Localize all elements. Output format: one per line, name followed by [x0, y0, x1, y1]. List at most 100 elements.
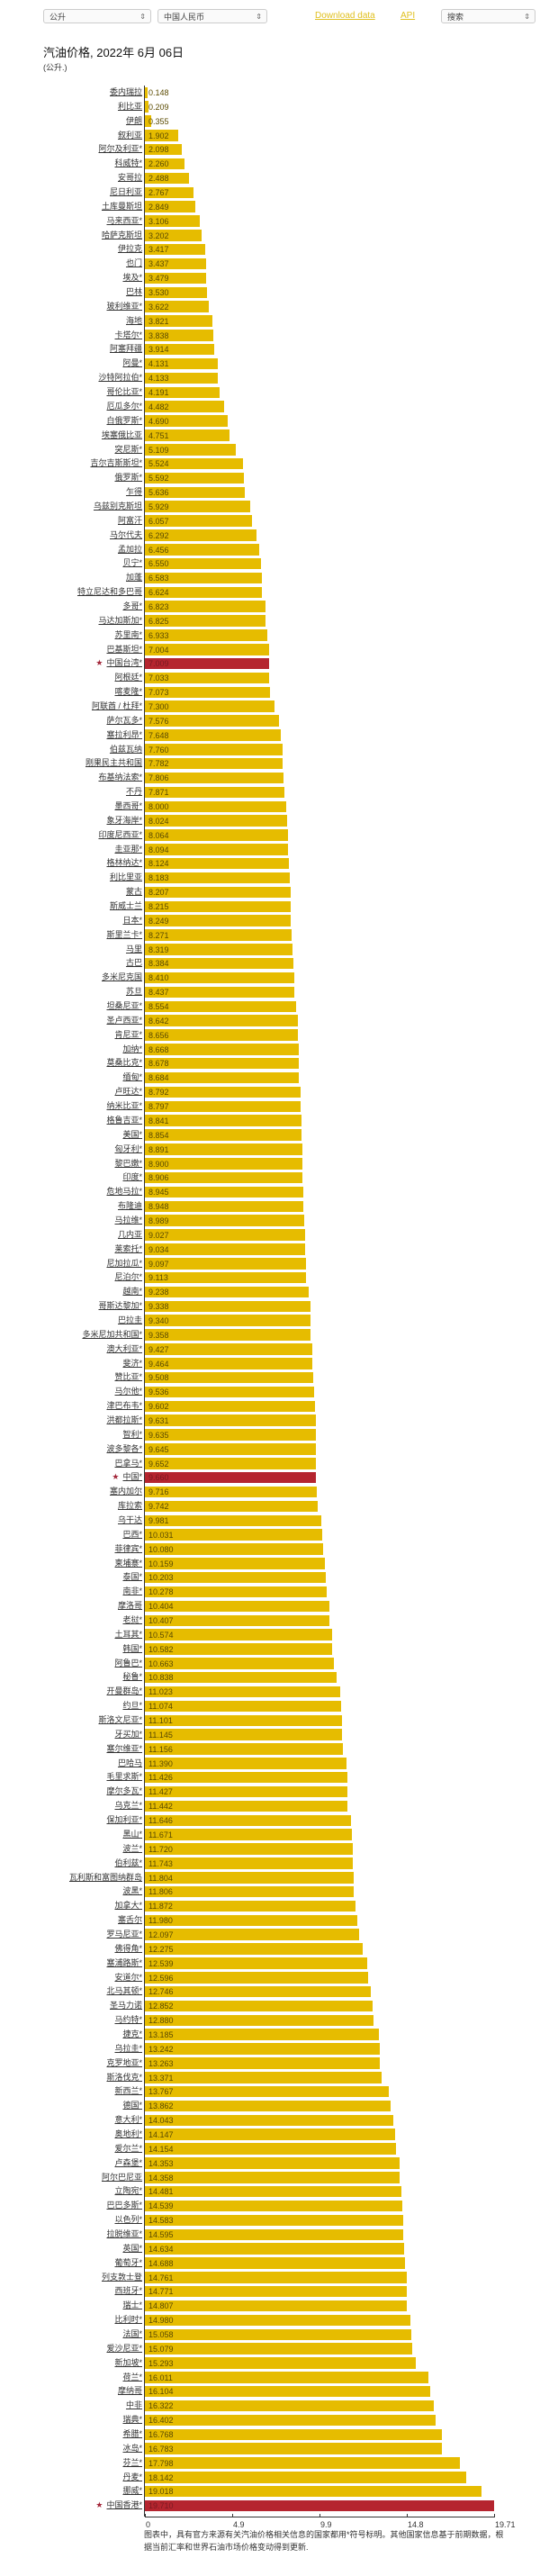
- country-link[interactable]: 捷克*: [122, 2029, 142, 2040]
- bar[interactable]: [145, 2172, 400, 2183]
- bar[interactable]: [145, 2185, 402, 2198]
- bar[interactable]: [145, 429, 230, 441]
- country-link[interactable]: 肯尼亚*: [114, 1029, 142, 1041]
- bar[interactable]: [145, 272, 207, 285]
- bar[interactable]: [145, 957, 294, 970]
- bar[interactable]: [145, 2343, 412, 2355]
- country-link[interactable]: 南非*: [122, 1586, 142, 1597]
- bar[interactable]: [145, 629, 268, 641]
- country-link[interactable]: 中非: [126, 2400, 142, 2411]
- bar[interactable]: [145, 2114, 394, 2127]
- country-link[interactable]: 巴拉圭: [118, 1315, 142, 1326]
- bar[interactable]: [145, 1057, 299, 1070]
- bar[interactable]: [145, 644, 269, 655]
- bar[interactable]: [145, 2300, 408, 2312]
- country-link[interactable]: 黎巴嫩*: [114, 1158, 142, 1170]
- bar[interactable]: [145, 2472, 467, 2483]
- bar[interactable]: [145, 143, 183, 156]
- bar[interactable]: [145, 586, 263, 599]
- country-link[interactable]: 马达加斯加*: [98, 615, 142, 627]
- country-link[interactable]: ★ 中国香港*: [95, 2499, 142, 2511]
- country-link[interactable]: 黑山*: [122, 1829, 142, 1840]
- country-link[interactable]: 韩国*: [122, 1643, 142, 1655]
- country-link[interactable]: 塞内加尔: [110, 1486, 142, 1497]
- bar[interactable]: [145, 1258, 307, 1270]
- bar[interactable]: [145, 815, 287, 827]
- country-link[interactable]: 摩洛哥: [118, 1600, 142, 1612]
- country-link[interactable]: ★ 中国台湾*: [95, 657, 142, 669]
- country-link[interactable]: 爱沙尼亚*: [106, 2343, 142, 2355]
- bar[interactable]: [145, 343, 215, 356]
- bar[interactable]: [145, 1215, 304, 1226]
- country-link[interactable]: 圣马力诺: [110, 2000, 142, 2011]
- bar[interactable]: [145, 786, 284, 799]
- bar[interactable]: [145, 1343, 312, 1355]
- bar[interactable]: [145, 1857, 354, 1869]
- bar[interactable]: [145, 2243, 405, 2255]
- bar[interactable]: [145, 315, 213, 327]
- bar[interactable]: [145, 2257, 406, 2269]
- country-link[interactable]: 突尼斯*: [114, 444, 142, 456]
- country-link[interactable]: 奥地利*: [114, 2129, 142, 2140]
- bar[interactable]: [145, 1044, 299, 1055]
- bar[interactable]: [145, 1086, 302, 1098]
- country-link[interactable]: 马尔代夫: [110, 529, 142, 541]
- country-link[interactable]: 圣卢西亚*: [106, 1015, 142, 1026]
- bar[interactable]: [145, 357, 219, 370]
- bar[interactable]: [145, 1514, 322, 1526]
- country-link[interactable]: 库拉索: [118, 1500, 142, 1512]
- bar[interactable]: [145, 1115, 302, 1126]
- unit-select[interactable]: 公升 ⇕: [43, 9, 151, 23]
- country-link[interactable]: 不丹: [126, 786, 142, 798]
- bar[interactable]: [145, 2457, 461, 2469]
- download-data-link[interactable]: Download data: [315, 11, 375, 21]
- country-link[interactable]: 伊拉克: [118, 243, 142, 255]
- bar[interactable]: [145, 2143, 396, 2155]
- country-link[interactable]: 乌兹别克斯坦: [94, 501, 142, 512]
- country-link[interactable]: 佛得角*: [114, 1943, 142, 1955]
- country-link[interactable]: 阿根廷*: [114, 672, 142, 683]
- bar[interactable]: [145, 1171, 303, 1184]
- bar[interactable]: [145, 2129, 396, 2140]
- country-link[interactable]: 秘鲁*: [122, 1671, 142, 1683]
- country-link[interactable]: 爱尔兰*: [114, 2143, 142, 2155]
- country-link[interactable]: 多米尼加共和国*: [82, 1329, 142, 1341]
- country-link[interactable]: 斯洛文尼亚*: [98, 1714, 142, 1726]
- country-link[interactable]: 危地马拉*: [106, 1186, 142, 1198]
- bar[interactable]: [145, 944, 292, 955]
- bar[interactable]: [145, 1386, 314, 1398]
- bar[interactable]: [145, 172, 189, 185]
- country-link[interactable]: 马约特*: [114, 2014, 142, 2026]
- bar[interactable]: [145, 900, 291, 913]
- bar[interactable]: [145, 201, 196, 212]
- country-link[interactable]: 贝宁*: [122, 557, 142, 569]
- country-link[interactable]: 玻利维亚*: [106, 301, 142, 312]
- bar[interactable]: [145, 772, 284, 784]
- country-link[interactable]: 波黑*: [122, 1885, 142, 1897]
- country-link[interactable]: 葡萄牙*: [114, 2257, 142, 2269]
- country-link[interactable]: 匈牙利*: [114, 1143, 142, 1155]
- country-link[interactable]: 列支敦士登: [102, 2272, 142, 2283]
- country-link[interactable]: 赞比亚*: [114, 1371, 142, 1383]
- country-link[interactable]: 巴巴多斯*: [106, 2200, 142, 2211]
- currency-select[interactable]: 中国人民币 ⇕: [158, 9, 267, 23]
- country-link[interactable]: 埃及*: [122, 272, 142, 284]
- country-link[interactable]: 苏旦: [126, 986, 142, 998]
- country-link[interactable]: 巴林: [126, 286, 142, 298]
- bar[interactable]: [145, 800, 287, 812]
- country-link[interactable]: 瓦利斯和富图纳群岛: [69, 1872, 142, 1884]
- country-link[interactable]: 塞浦路斯*: [106, 1957, 142, 1969]
- bar[interactable]: [145, 1371, 314, 1384]
- bar[interactable]: [145, 1743, 343, 1755]
- bar[interactable]: [145, 972, 294, 984]
- bar[interactable]: [145, 915, 292, 926]
- bar[interactable]: [145, 672, 270, 684]
- bar[interactable]: [145, 501, 250, 512]
- bar[interactable]: [145, 1329, 311, 1341]
- country-link[interactable]: 塞尔维亚*: [106, 1743, 142, 1755]
- country-link[interactable]: 多哥*: [122, 601, 142, 612]
- bar[interactable]: [145, 286, 208, 299]
- country-link[interactable]: 智利*: [122, 1429, 142, 1441]
- country-link[interactable]: 西班牙*: [114, 2285, 142, 2297]
- country-link[interactable]: 开曼群岛*: [106, 1686, 142, 1697]
